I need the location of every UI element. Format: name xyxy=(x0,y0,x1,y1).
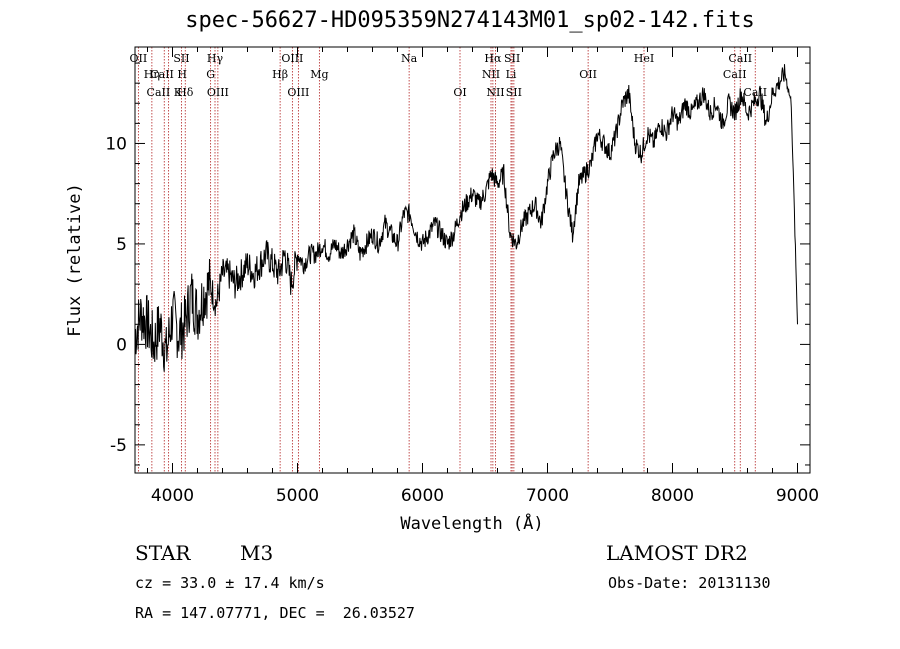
line-label: CaII K xyxy=(147,86,183,99)
line-label: OI xyxy=(453,86,466,99)
x-tick-label: 4000 xyxy=(151,486,194,506)
y-tick-label: 5 xyxy=(116,235,127,255)
redshift-cz: cz = 33.0 ± 17.4 km/s xyxy=(135,574,325,592)
y-tick-label: 0 xyxy=(116,335,127,355)
object-class: STAR xyxy=(135,541,191,565)
line-label: Hα xyxy=(484,52,502,65)
line-label: SII xyxy=(173,52,189,65)
line-label: SII xyxy=(504,52,520,65)
y-axis-ticks: -5 0 5 10 xyxy=(105,62,810,466)
line-label: OIII xyxy=(281,52,303,65)
x-tick-label: 8000 xyxy=(651,486,694,506)
line-label: CaII xyxy=(723,68,747,81)
line-label: Hγ xyxy=(207,52,224,65)
line-label: CaII H xyxy=(150,68,187,81)
x-tick-label: 6000 xyxy=(401,486,444,506)
object-subclass: M3 xyxy=(240,541,274,565)
survey-name: LAMOST DR2 xyxy=(606,541,748,565)
y-tick-label: 10 xyxy=(105,134,127,154)
line-label: HeI xyxy=(634,52,654,65)
emission-line-markers xyxy=(137,47,756,473)
x-axis-ticks: 4000 5000 6000 7000 8000 9000 xyxy=(147,47,819,506)
line-label: OIII xyxy=(287,86,309,99)
line-label: CaII xyxy=(728,52,752,65)
chart-title: spec-56627-HD095359N274143M01_sp02-142.f… xyxy=(185,8,755,33)
y-axis-label: Flux (relative) xyxy=(65,183,85,337)
ra-dec: RA = 147.07771, DEC = 26.03527 xyxy=(135,604,415,622)
line-label: NII xyxy=(486,86,504,99)
y-tick-label: -5 xyxy=(110,436,127,456)
line-label: OII xyxy=(579,68,597,81)
line-label: NII xyxy=(482,68,500,81)
line-label: Hβ xyxy=(272,68,288,81)
line-label: Hη xyxy=(144,68,160,81)
spectrum-line xyxy=(134,64,798,372)
line-label: Li xyxy=(506,68,517,81)
x-tick-label: 7000 xyxy=(526,486,569,506)
line-label: Mg xyxy=(310,68,328,81)
line-label: Hδ xyxy=(177,86,194,99)
x-tick-label: 9000 xyxy=(776,486,819,506)
line-label: Na xyxy=(401,52,418,65)
line-label: OIII xyxy=(207,86,229,99)
line-label: OII xyxy=(130,52,148,65)
x-axis-label: Wavelength (Å) xyxy=(400,512,543,534)
line-label: G xyxy=(206,68,215,81)
line-label: SII xyxy=(506,86,522,99)
observation-date: Obs-Date: 20131130 xyxy=(608,574,771,592)
x-tick-label: 5000 xyxy=(276,486,319,506)
